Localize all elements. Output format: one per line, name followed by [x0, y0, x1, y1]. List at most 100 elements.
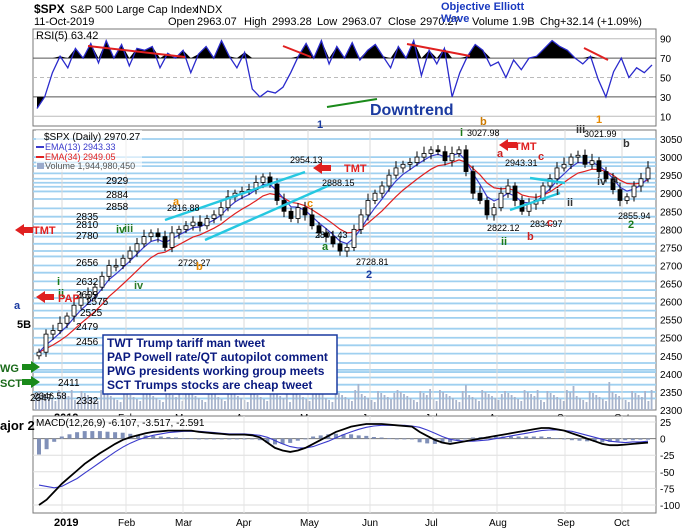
- price-candle: [64, 315, 70, 324]
- volume-bar: [487, 394, 490, 410]
- price-value-label: 2816.88: [167, 203, 200, 213]
- legend-bg: [36, 130, 142, 172]
- price-candle: [113, 265, 119, 268]
- macd-tick-label: 25: [660, 418, 672, 429]
- macd-histogram-bar: [181, 438, 186, 439]
- channel-line-lower: [204, 183, 331, 242]
- price-legend: $SPX (Daily) 2970.27 EMA(13) 2943.33 EMA…: [36, 130, 142, 172]
- macd-histogram-bar: [562, 438, 567, 440]
- wave-label: iv: [134, 280, 144, 292]
- price-value-label: 2822.12: [487, 223, 520, 233]
- macd-histogram-bar: [250, 438, 255, 440]
- wave-label: iii: [576, 124, 585, 136]
- volume-bar: [540, 400, 542, 410]
- open-label: Open: [168, 16, 195, 28]
- volume-bar: [263, 399, 265, 410]
- volume-bar: [422, 393, 425, 410]
- volume-bar: [585, 402, 588, 410]
- exchange: INDX: [196, 4, 223, 16]
- volume-bar: [510, 395, 513, 410]
- price-value-label: 2346.58: [34, 391, 67, 401]
- volume-bar: [35, 394, 37, 410]
- channel-line-aug-2: [509, 191, 561, 212]
- note-pwg: PWG presidents working group meets: [107, 364, 325, 378]
- wave-label: ii: [58, 288, 64, 300]
- wave-label: a: [14, 300, 21, 312]
- macd-histogram-bar: [470, 437, 475, 439]
- volume-bar: [461, 391, 464, 410]
- rsi-ticks: 90 70 50 30 10: [660, 35, 672, 124]
- wave-label: b: [480, 116, 487, 128]
- macd-histogram-bar: [448, 438, 453, 443]
- volume-bar: [298, 395, 301, 410]
- macd-ticks: 25 0 -25 -50 -75 -100: [660, 418, 680, 512]
- volume-bar: [634, 393, 637, 410]
- volume-bar: [357, 384, 360, 410]
- volume-bar: [136, 399, 138, 410]
- macd-signal-line: [38, 424, 649, 489]
- macd-histogram-bar: [219, 438, 224, 440]
- volume-bar: [285, 392, 288, 410]
- price-tick-label: 2450: [660, 352, 683, 363]
- volume-bar: [611, 392, 614, 410]
- macd-histogram-bar: [425, 438, 430, 444]
- volume-bar: [155, 398, 158, 410]
- macd-histogram-bar: [311, 436, 316, 439]
- price-candle: [442, 151, 448, 162]
- wave-label: c: [547, 217, 553, 229]
- price-candle: [274, 183, 280, 201]
- macd-histogram-bar: [493, 436, 498, 439]
- price-tick-label: 2600: [660, 298, 683, 309]
- volume-bar: [354, 390, 357, 410]
- volume-bar: [481, 390, 484, 410]
- price-candle: [498, 192, 504, 209]
- volume-bar: [588, 391, 591, 410]
- volume-label: Volume: [472, 16, 509, 28]
- price-value-label: 2728.81: [356, 257, 389, 267]
- price-candle: [568, 156, 574, 165]
- price-candle: [351, 228, 357, 248]
- price-candle: [575, 154, 581, 158]
- price-candle: [449, 153, 455, 162]
- arrow-labels: TMT PAP TMT TMT WG SCT: [0, 139, 537, 390]
- price-candle: [477, 192, 483, 201]
- macd-histogram-bar: [189, 438, 194, 439]
- volume-bar: [416, 402, 418, 410]
- brand-line-2: Wave: [441, 13, 469, 25]
- price-candle: [323, 232, 329, 237]
- channel-line-aug: [529, 176, 566, 185]
- volume-bar: [109, 396, 112, 410]
- price-tick-label: 2950: [660, 171, 683, 182]
- volume-bar: [132, 397, 135, 410]
- macd-histogram-bar: [318, 435, 323, 439]
- close-label: Close: [388, 16, 416, 28]
- price-candle: [624, 196, 630, 201]
- wave-label: i: [556, 186, 559, 198]
- macd-histogram-bar: [440, 438, 445, 444]
- macd-histogram-bar: [75, 432, 80, 439]
- volume-bar: [106, 386, 109, 410]
- level-label: 2456: [76, 337, 99, 348]
- volume-bar: [471, 397, 474, 410]
- rsi-trendline-3: [406, 43, 471, 57]
- level-label: 2575: [86, 297, 109, 308]
- price-tick-label: 2800: [660, 225, 683, 236]
- arrow-label: TMT: [33, 225, 56, 237]
- macd-histogram-bar: [105, 431, 110, 439]
- volume-bar: [331, 402, 334, 410]
- volume-bar: [57, 390, 60, 410]
- note-pap: PAP Powell rate/QT autopilot comment: [107, 350, 328, 364]
- rsi-label: RSI(5) 63.42: [36, 30, 98, 42]
- macd-tick-label: 0: [660, 435, 666, 446]
- macd-histogram-bar: [90, 431, 95, 439]
- macd-histogram-bar: [333, 433, 338, 439]
- price-candle: [589, 160, 595, 165]
- volume-bar: [601, 399, 604, 410]
- macd-histogram-bar: [402, 438, 407, 440]
- volume-bar: [220, 399, 223, 410]
- price-candle: [400, 163, 406, 169]
- price-candle: [414, 156, 420, 163]
- macd-histogram-bar: [136, 434, 140, 439]
- volume-bar: [425, 395, 428, 410]
